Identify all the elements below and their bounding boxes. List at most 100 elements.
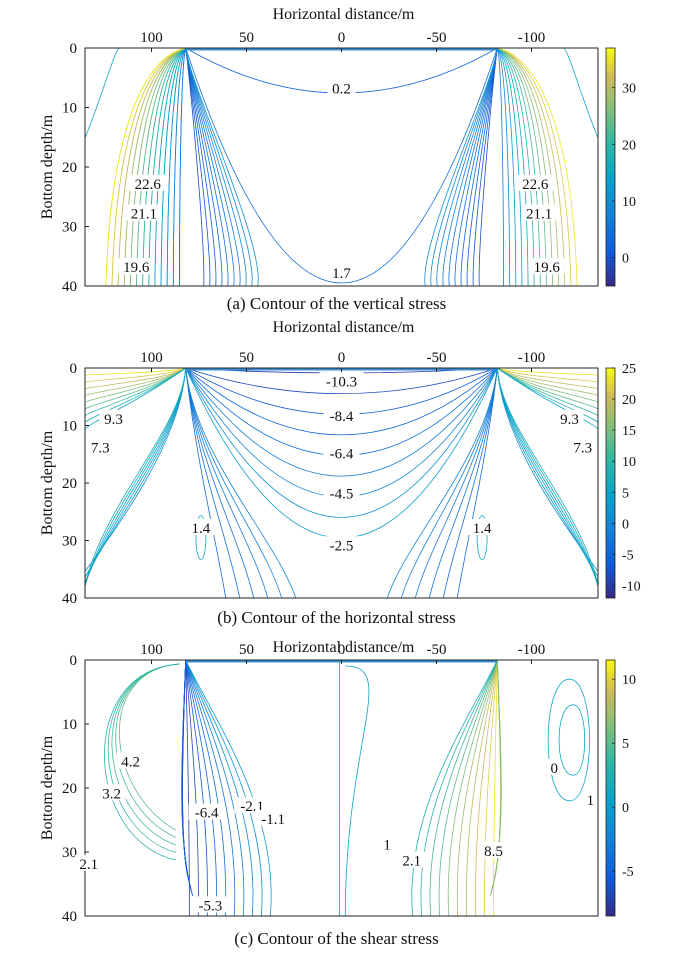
contour-loop xyxy=(547,678,590,802)
contour-line xyxy=(185,368,498,436)
colorbar-tick-label: 5 xyxy=(622,737,629,752)
y-tick-label: 30 xyxy=(62,534,77,550)
contour-label-bg xyxy=(327,264,356,281)
contour-line xyxy=(185,660,199,916)
contour-line xyxy=(185,660,208,916)
contour-line xyxy=(185,368,255,598)
contour-line xyxy=(497,368,598,403)
contour-label: 19.6 xyxy=(534,260,561,276)
colorbar-tick-label: 15 xyxy=(622,424,636,439)
contour-line xyxy=(497,48,572,286)
contour-label: -10.3 xyxy=(326,374,357,390)
x-tick-label: 0 xyxy=(338,30,346,46)
colorbar-tick-label: 30 xyxy=(622,82,636,97)
contour-label: -2.5 xyxy=(330,538,354,554)
contour-line xyxy=(154,48,186,286)
y-tick-label: 10 xyxy=(62,717,77,733)
contour-line xyxy=(85,368,187,587)
contour-loop xyxy=(558,704,586,776)
contour-line xyxy=(496,48,511,286)
contour-line xyxy=(414,368,498,598)
contour-line xyxy=(123,48,186,286)
contour-label: 21.1 xyxy=(131,207,157,223)
contour-line xyxy=(456,660,498,916)
contour-label: 1.4 xyxy=(192,521,211,537)
contour-line xyxy=(85,368,187,578)
contour-line xyxy=(497,48,523,286)
y-axis-title: Bottom depth/m xyxy=(39,430,56,535)
contour-line xyxy=(160,48,186,286)
y-tick-label: 20 xyxy=(62,476,77,492)
contour-label: -1.1 xyxy=(261,812,285,828)
contour-label-bg xyxy=(255,810,292,826)
contour-line xyxy=(497,368,598,430)
contour-line xyxy=(115,663,180,838)
contour-line xyxy=(148,48,186,286)
contour-label-bg xyxy=(327,79,356,96)
contour-line xyxy=(185,660,218,916)
x-axis-title: Horizontal distance/m xyxy=(273,6,415,23)
contour-line xyxy=(119,663,180,831)
colorbar-tick-label: 5 xyxy=(622,486,629,501)
x-tick-label: -100 xyxy=(518,642,546,658)
plot-frame xyxy=(84,659,599,917)
contour-label: 9.3 xyxy=(104,412,123,428)
contour-line xyxy=(428,368,498,598)
colorbar-tick-label: 10 xyxy=(622,673,636,688)
contour-line xyxy=(182,660,189,879)
contour-line xyxy=(429,660,498,916)
x-tick-label: 50 xyxy=(239,350,254,366)
contour-line xyxy=(185,48,241,286)
contour-line xyxy=(111,48,186,286)
contour-label-bg xyxy=(188,803,225,820)
y-tick-label: 0 xyxy=(70,653,78,669)
contour-label: 7.3 xyxy=(91,441,110,457)
contour-label-bg xyxy=(468,519,497,535)
contour-label-bg xyxy=(397,851,426,868)
contour-line xyxy=(497,48,566,286)
contour-label-bg xyxy=(555,409,584,426)
contour-label-bg xyxy=(129,174,166,191)
contour-line xyxy=(111,663,180,846)
contour-line xyxy=(497,48,547,286)
x-tick-label: 50 xyxy=(239,642,254,658)
contour-label-bg xyxy=(528,258,565,275)
contour-label: 2.1 xyxy=(79,857,98,873)
plot-frame xyxy=(84,367,599,599)
contour-line xyxy=(105,48,186,286)
contour-line xyxy=(447,660,498,916)
contour-line xyxy=(172,48,187,286)
contour-loop xyxy=(476,515,488,561)
colorbar-tick-label: 20 xyxy=(622,138,636,153)
contour-line xyxy=(400,368,498,598)
contour-label-bg xyxy=(584,790,597,807)
contour-label: 1.4 xyxy=(473,521,492,537)
contour-line xyxy=(497,368,598,390)
y-tick-label: 0 xyxy=(70,361,78,377)
y-tick-label: 30 xyxy=(62,845,77,861)
contour-line xyxy=(411,660,498,916)
contour-line xyxy=(185,368,498,395)
contour-line xyxy=(497,48,517,286)
y-tick-label: 10 xyxy=(62,419,77,435)
contour-label-bg xyxy=(381,835,394,852)
colorbar-tick-label: -5 xyxy=(622,548,634,563)
colorbar-tick-label: 0 xyxy=(622,801,629,816)
contour-line xyxy=(497,48,578,286)
contour-label: 1.7 xyxy=(332,266,351,282)
contour-line xyxy=(497,368,598,396)
contour-lines xyxy=(85,48,598,286)
y-tick-label: 0 xyxy=(70,41,78,57)
contour-line xyxy=(185,48,235,286)
contour-label: 19.6 xyxy=(123,260,150,276)
contour-label-bg xyxy=(323,406,360,423)
colorbar-tick-label: 0 xyxy=(622,517,629,532)
contour-line xyxy=(185,660,190,916)
contour-label-bg xyxy=(97,784,126,801)
contour-line xyxy=(85,368,186,376)
contour-line xyxy=(497,368,598,376)
contour-line xyxy=(185,368,283,598)
contour-line xyxy=(185,368,241,598)
